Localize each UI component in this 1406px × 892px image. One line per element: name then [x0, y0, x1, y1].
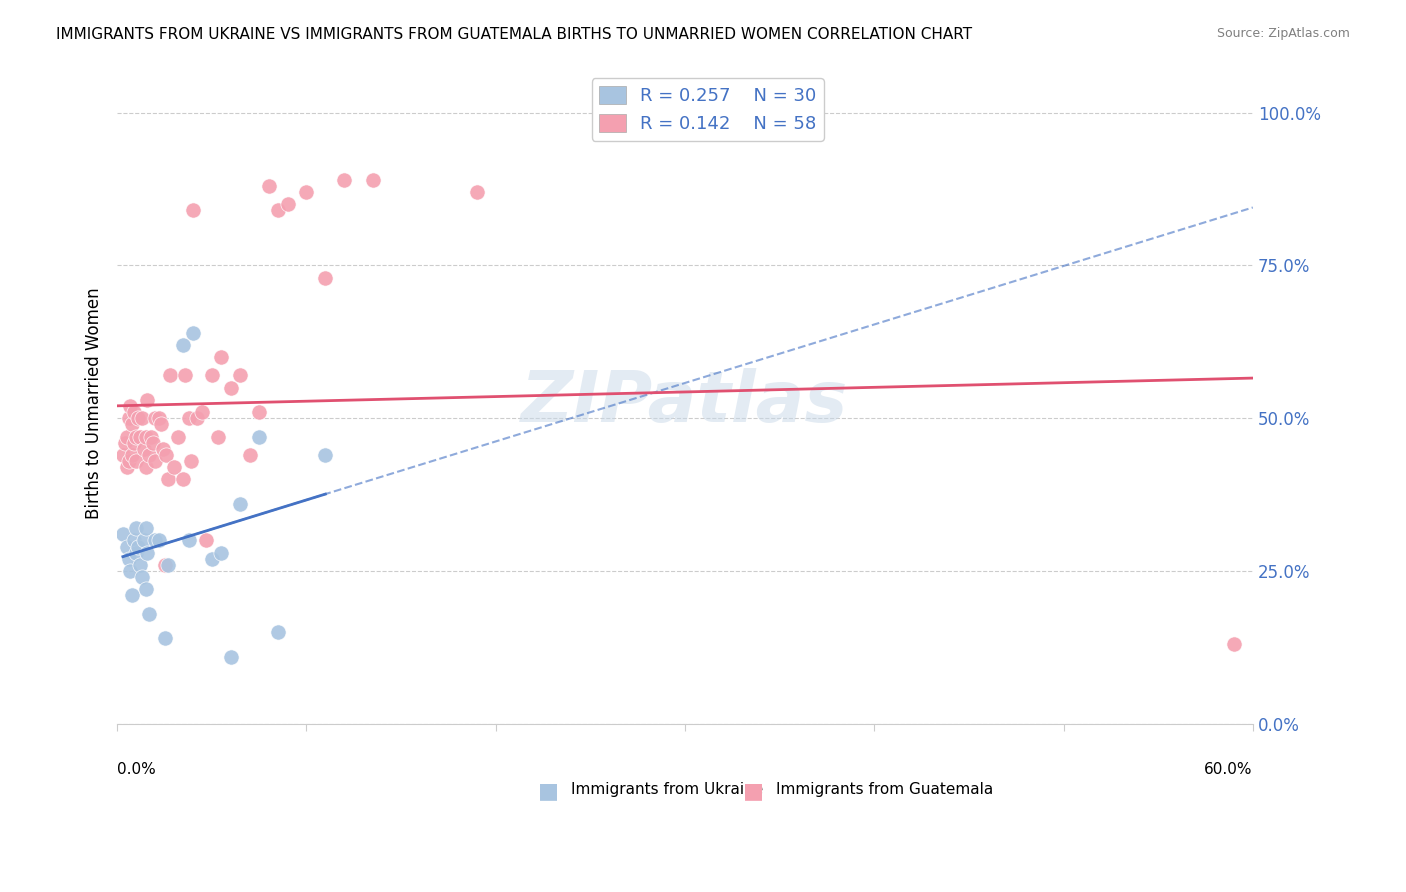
Point	[179, 533, 201, 548]
Point	[135, 521, 157, 535]
Point	[186, 411, 208, 425]
Point	[143, 454, 166, 468]
Point	[127, 411, 149, 425]
Point	[166, 429, 188, 443]
Point	[201, 551, 224, 566]
Point	[195, 533, 218, 548]
Point	[135, 429, 157, 443]
Point	[295, 185, 318, 199]
Text: 60.0%: 60.0%	[1205, 763, 1253, 777]
Point	[149, 417, 172, 432]
Point	[132, 442, 155, 456]
Point	[209, 350, 232, 364]
Point	[115, 429, 138, 443]
Point	[148, 411, 170, 425]
Point	[314, 448, 336, 462]
Point	[111, 527, 134, 541]
Point	[125, 454, 148, 468]
Point	[207, 429, 229, 443]
Text: ■: ■	[742, 781, 763, 802]
Point	[277, 197, 299, 211]
Point	[142, 435, 165, 450]
Text: Source: ZipAtlas.com: Source: ZipAtlas.com	[1216, 27, 1350, 40]
Point	[267, 625, 290, 640]
Point	[114, 435, 136, 450]
Point	[143, 411, 166, 425]
Point	[209, 546, 232, 560]
Point	[219, 649, 242, 664]
Point	[153, 632, 176, 646]
Point	[180, 454, 202, 468]
Point	[179, 411, 201, 425]
Point	[143, 533, 166, 548]
Point	[191, 405, 214, 419]
Point	[314, 270, 336, 285]
Point	[132, 533, 155, 548]
Point	[117, 454, 139, 468]
Point	[125, 546, 148, 560]
Point	[163, 460, 186, 475]
Point	[131, 411, 153, 425]
Point	[239, 448, 262, 462]
Point	[121, 417, 143, 432]
Point	[153, 558, 176, 572]
Point	[122, 405, 145, 419]
Point	[257, 179, 280, 194]
Point	[181, 326, 204, 340]
Point	[121, 448, 143, 462]
Text: Immigrants from Ukraine: Immigrants from Ukraine	[571, 781, 763, 797]
Point	[174, 368, 197, 383]
Point	[333, 173, 356, 187]
Point	[172, 338, 194, 352]
Point	[1223, 637, 1246, 651]
Point	[121, 589, 143, 603]
Legend: R = 0.257    N = 30, R = 0.142    N = 58: R = 0.257 N = 30, R = 0.142 N = 58	[592, 78, 824, 141]
Point	[172, 472, 194, 486]
Point	[120, 399, 142, 413]
Point	[157, 558, 180, 572]
Point	[267, 203, 290, 218]
Point	[181, 203, 204, 218]
Point	[129, 558, 152, 572]
Text: 0.0%: 0.0%	[117, 763, 156, 777]
Point	[129, 429, 152, 443]
Point	[115, 460, 138, 475]
Point	[229, 497, 252, 511]
Point	[122, 435, 145, 450]
Point	[127, 540, 149, 554]
Point	[155, 448, 177, 462]
Point	[135, 460, 157, 475]
Point	[138, 448, 160, 462]
Text: Immigrants from Guatemala: Immigrants from Guatemala	[776, 781, 993, 797]
Point	[219, 381, 242, 395]
Text: ■: ■	[538, 781, 560, 802]
Point	[136, 546, 159, 560]
Point	[135, 582, 157, 597]
Point	[361, 173, 384, 187]
Point	[159, 368, 181, 383]
Point	[120, 564, 142, 578]
Y-axis label: Births to Unmarried Women: Births to Unmarried Women	[86, 287, 103, 519]
Point	[115, 540, 138, 554]
Point	[117, 411, 139, 425]
Point	[138, 607, 160, 621]
Point	[122, 533, 145, 548]
Text: IMMIGRANTS FROM UKRAINE VS IMMIGRANTS FROM GUATEMALA BIRTHS TO UNMARRIED WOMEN C: IMMIGRANTS FROM UKRAINE VS IMMIGRANTS FR…	[56, 27, 973, 42]
Point	[125, 429, 148, 443]
Point	[141, 429, 163, 443]
Point	[125, 521, 148, 535]
Point	[131, 570, 153, 584]
Text: ZIPatlas: ZIPatlas	[522, 368, 849, 437]
Point	[465, 185, 488, 199]
Point	[148, 533, 170, 548]
Point	[111, 448, 134, 462]
Point	[247, 405, 270, 419]
Point	[157, 472, 180, 486]
Point	[152, 442, 174, 456]
Point	[201, 368, 224, 383]
Point	[247, 429, 270, 443]
Point	[136, 392, 159, 407]
Point	[229, 368, 252, 383]
Point	[117, 551, 139, 566]
